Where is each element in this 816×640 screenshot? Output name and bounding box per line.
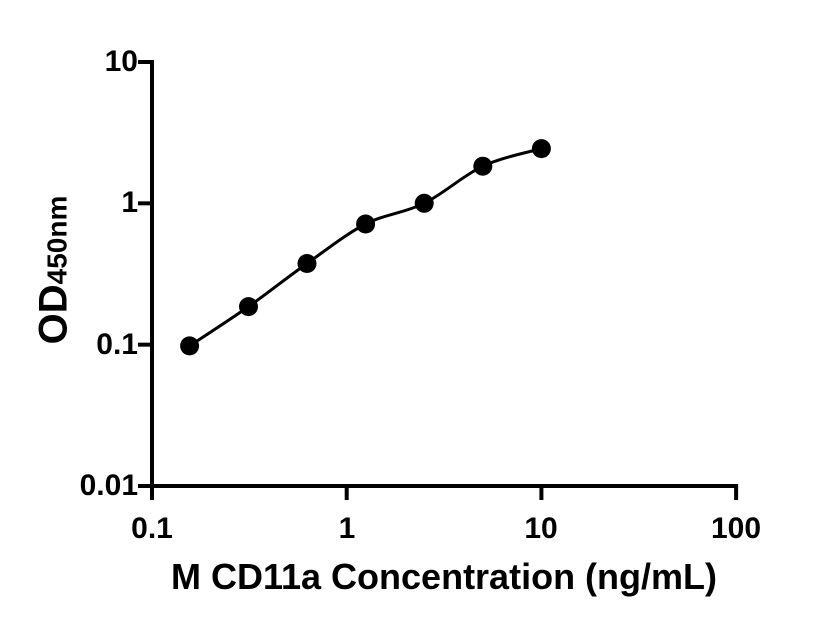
y-axis-title: OD450nm [32,196,77,345]
x-axis-title: M CD11a Concentration (ng/mL) [170,556,718,597]
data-point [356,214,376,234]
x-tick-label-1: 1 [338,512,356,545]
x-tick-label-10: 10 [524,512,558,545]
y-tick-label-10: 10 [104,45,138,78]
data-point [414,193,434,213]
data-point [239,297,258,317]
x-tick-label-100: 100 [710,512,762,545]
data-point [531,139,551,159]
data-point [180,336,200,356]
y-tick-label-1: 1 [121,186,138,219]
y-tick-label-0-01: 0.01 [79,469,138,502]
y-tick-label-0-1: 0.1 [96,328,138,361]
data-point [473,156,493,176]
data-point [297,254,317,273]
standard-curve-line [188,147,542,348]
y-axis-title-subscript: 450nm [41,195,73,285]
x-tick-label-0-1: 0.1 [131,512,173,545]
y-axis-title-main: OD [31,284,76,345]
